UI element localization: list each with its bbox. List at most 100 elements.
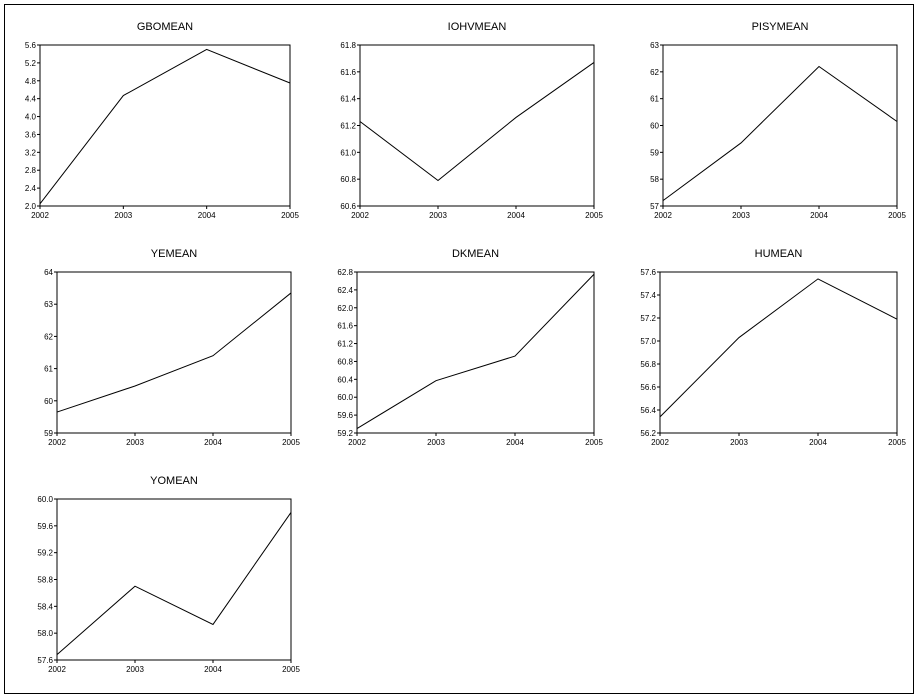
iohvmean-y-tick-label: 61.2 [340, 122, 356, 131]
gbomean-y-tick-label: 2.4 [25, 184, 37, 193]
dkmean-x-tick-label: 2004 [506, 438, 524, 447]
dkmean-y-tick-label: 60.0 [337, 393, 353, 402]
pisymean-x-tick-label: 2003 [732, 211, 750, 220]
dkmean-plot-frame [356, 271, 595, 434]
dkmean-y-tick-label: 61.6 [337, 322, 353, 331]
humean-x-tick-label: 2003 [730, 438, 748, 447]
yomean-x-tick-label: 2005 [282, 665, 300, 674]
iohvmean-y-tick-label: 61.8 [340, 41, 356, 50]
pisymean-y-tick-label: 59 [650, 148, 659, 157]
gbomean-y-tick-label: 2.8 [25, 166, 37, 175]
pisymean-plot-frame [662, 44, 898, 207]
gbomean-y-tick-label: 5.6 [25, 41, 37, 50]
dkmean-y-tick-label: 60.4 [337, 375, 353, 384]
iohvmean-y-tick-label: 60.8 [340, 175, 356, 184]
pisymean-x-tick-label: 2004 [810, 211, 828, 220]
dkmean-series-line [356, 273, 595, 429]
yemean-y-tick-label: 64 [44, 268, 53, 277]
yemean-y-tick-label: 60 [44, 397, 53, 406]
iohvmean-title: IOHVMEAN [448, 21, 507, 33]
pisymean-y-tick-label: 57 [650, 202, 659, 211]
yomean-y-tick-label: 58.8 [37, 576, 53, 585]
iohvmean-plot-frame [359, 44, 595, 207]
iohvmean-x-tick-label: 2003 [429, 211, 447, 220]
iohvmean-x-tick-label: 2005 [585, 211, 603, 220]
yemean-x-tick-label: 2004 [204, 438, 222, 447]
dkmean-title: DKMEAN [452, 248, 499, 260]
iohvmean-y-tick-label: 60.6 [340, 202, 356, 211]
yomean-x-tick-label: 2002 [48, 665, 66, 674]
pisymean-title: PISYMEAN [752, 21, 809, 33]
iohvmean-x-tick-label: 2004 [507, 211, 525, 220]
gbomean-y-tick-label: 5.2 [25, 59, 37, 68]
dkmean-x-tick-label: 2005 [585, 438, 603, 447]
pisymean-series-line [662, 65, 898, 202]
gbomean-y-tick-label: 2.0 [25, 202, 37, 211]
yemean-y-tick-label: 59 [44, 429, 53, 438]
yomean-series-line [56, 512, 292, 656]
yomean-y-tick-label: 58.0 [37, 629, 53, 638]
yemean-plot-frame [56, 271, 292, 434]
dkmean-y-tick-label: 59.6 [337, 411, 353, 420]
yomean-x-tick-label: 2004 [204, 665, 222, 674]
gbomean-x-tick-label: 2005 [281, 211, 299, 220]
yemean-y-tick-label: 63 [44, 300, 53, 309]
dkmean-y-tick-label: 59.2 [337, 429, 353, 438]
humean-y-tick-label: 56.2 [640, 429, 656, 438]
yomean-y-tick-label: 59.2 [37, 549, 53, 558]
dkmean-x-tick-label: 2003 [427, 438, 445, 447]
yomean-plot-frame [56, 498, 292, 661]
yemean-y-tick-label: 62 [44, 332, 53, 341]
yomean-y-tick-label: 59.6 [37, 522, 53, 531]
iohvmean-x-tick-label: 2002 [351, 211, 369, 220]
dkmean-y-tick-label: 61.2 [337, 340, 353, 349]
iohvmean-series-line [359, 62, 595, 182]
humean-x-tick-label: 2002 [651, 438, 669, 447]
yomean-y-tick-label: 57.6 [37, 656, 53, 665]
yemean-title: YEMEAN [151, 248, 198, 260]
humean-y-tick-label: 57.2 [640, 314, 656, 323]
dkmean-y-tick-label: 62.4 [337, 286, 353, 295]
humean-title: HUMEAN [755, 248, 803, 260]
iohvmean-y-tick-label: 61.4 [340, 95, 356, 104]
iohvmean-y-tick-label: 61.6 [340, 68, 356, 77]
dkmean-y-tick-label: 60.8 [337, 357, 353, 366]
pisymean-y-tick-label: 61 [650, 95, 659, 104]
humean-x-tick-label: 2005 [888, 438, 906, 447]
pisymean-y-tick-label: 60 [650, 122, 659, 131]
yemean-x-tick-label: 2002 [48, 438, 66, 447]
gbomean-title: GBOMEAN [137, 21, 193, 33]
gbomean-y-tick-label: 3.2 [25, 148, 37, 157]
yomean-y-tick-label: 58.4 [37, 602, 53, 611]
humean-y-tick-label: 56.4 [640, 406, 656, 415]
yemean-y-tick-label: 61 [44, 365, 53, 374]
dkmean-y-tick-label: 62.0 [337, 304, 353, 313]
pisymean-x-tick-label: 2002 [654, 211, 672, 220]
yomean-y-tick-label: 60.0 [37, 495, 53, 504]
humean-y-tick-label: 56.8 [640, 360, 656, 369]
yomean-x-tick-label: 2003 [126, 665, 144, 674]
pisymean-y-tick-label: 62 [650, 68, 659, 77]
humean-y-tick-label: 56.6 [640, 383, 656, 392]
yomean-title: YOMEAN [150, 475, 198, 487]
dkmean-y-tick-label: 62.8 [337, 268, 353, 277]
humean-y-tick-label: 57.4 [640, 291, 656, 300]
figure-frame [4, 4, 914, 694]
humean-series-line [659, 278, 898, 418]
pisymean-y-tick-label: 58 [650, 175, 659, 184]
yemean-series-line [56, 292, 292, 413]
gbomean-y-tick-label: 4.0 [25, 113, 37, 122]
gbomean-x-tick-label: 2002 [31, 211, 49, 220]
pisymean-x-tick-label: 2005 [888, 211, 906, 220]
dkmean-x-tick-label: 2002 [348, 438, 366, 447]
humean-x-tick-label: 2004 [809, 438, 827, 447]
gbomean-y-tick-label: 3.6 [25, 130, 37, 139]
iohvmean-y-tick-label: 61.0 [340, 148, 356, 157]
yemean-x-tick-label: 2005 [282, 438, 300, 447]
humean-y-tick-label: 57.0 [640, 337, 656, 346]
pisymean-y-tick-label: 63 [650, 41, 659, 50]
humean-y-tick-label: 57.6 [640, 268, 656, 277]
gbomean-series-line [39, 48, 291, 205]
gbomean-x-tick-label: 2004 [198, 211, 216, 220]
